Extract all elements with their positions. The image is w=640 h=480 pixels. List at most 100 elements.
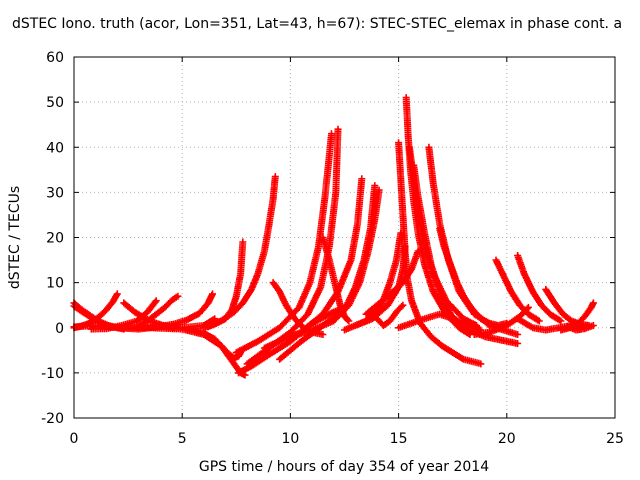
data-point xyxy=(429,263,433,266)
data-point xyxy=(527,306,530,309)
data-point xyxy=(455,281,459,284)
data-point xyxy=(516,342,519,345)
data-point xyxy=(122,301,125,305)
data-point xyxy=(306,313,309,316)
data-point xyxy=(557,326,560,329)
data-point xyxy=(94,324,97,327)
data-point xyxy=(146,319,149,323)
y-tick-label: -10 xyxy=(41,366,64,382)
data-point xyxy=(488,322,491,325)
data-point xyxy=(516,254,519,257)
data-point xyxy=(544,328,547,332)
data-point xyxy=(375,317,379,320)
data-point xyxy=(516,317,519,320)
data-point xyxy=(401,281,405,284)
data-point xyxy=(148,326,151,329)
data-point xyxy=(185,318,188,322)
chart-title: dSTEC Iono. truth (acor, Lon=351, Lat=43… xyxy=(12,16,622,32)
data-point xyxy=(235,351,238,354)
data-point xyxy=(407,137,410,140)
data-point xyxy=(427,146,431,149)
data-point xyxy=(232,362,236,366)
data-point xyxy=(135,319,138,323)
data-point xyxy=(462,322,465,325)
data-point xyxy=(133,310,136,314)
y-tick-label: 40 xyxy=(46,140,64,156)
data-point xyxy=(386,303,389,307)
data-point xyxy=(473,326,476,329)
data-point xyxy=(423,263,426,266)
x-tick-label: 15 xyxy=(390,431,408,447)
x-tick-label: 10 xyxy=(281,431,299,447)
data-point xyxy=(349,258,353,262)
data-point xyxy=(256,340,260,343)
data-point xyxy=(181,327,184,331)
data-point xyxy=(410,322,413,325)
data-point xyxy=(566,325,569,328)
data-point xyxy=(330,132,333,135)
data-point xyxy=(522,272,526,275)
x-tick-label: 20 xyxy=(498,431,516,447)
data-point xyxy=(438,290,441,293)
data-point xyxy=(408,146,411,149)
data-point xyxy=(256,272,260,275)
data-point xyxy=(347,303,351,307)
data-point xyxy=(213,317,216,320)
data-point xyxy=(81,310,84,314)
data-point xyxy=(343,315,346,318)
data-point xyxy=(191,328,195,332)
data-point xyxy=(224,317,227,320)
y-tick-label: 20 xyxy=(46,231,64,247)
data-point xyxy=(263,346,266,350)
data-point xyxy=(321,333,325,336)
data-point xyxy=(451,351,454,354)
data-point xyxy=(146,310,149,314)
data-point xyxy=(321,236,325,239)
data-point xyxy=(462,294,465,298)
data-point xyxy=(462,317,465,320)
series xyxy=(542,285,593,329)
data-point xyxy=(505,340,508,343)
data-point xyxy=(323,195,327,199)
data-point xyxy=(377,188,381,192)
data-point xyxy=(423,317,426,320)
data-point xyxy=(494,258,498,262)
data-point xyxy=(432,290,435,293)
data-point xyxy=(583,327,586,330)
data-point xyxy=(250,364,253,368)
data-point xyxy=(473,333,476,336)
data-point xyxy=(592,324,595,327)
data-point xyxy=(111,300,115,303)
data-point xyxy=(334,191,338,194)
data-point xyxy=(105,308,108,311)
data-point xyxy=(403,249,407,253)
data-point xyxy=(163,306,167,309)
data-point xyxy=(388,281,392,284)
data-point xyxy=(274,175,277,178)
data-point xyxy=(388,319,392,323)
data-point xyxy=(416,231,420,235)
data-point xyxy=(589,306,593,309)
data-point xyxy=(297,306,301,309)
data-point xyxy=(347,319,351,323)
tick-labels: 0 5 10 15 20 25 -20 -10 0 10 20 30 40 50 60 xyxy=(41,50,624,447)
data-point xyxy=(438,227,441,230)
data-point xyxy=(540,303,543,307)
x-tick-label: 25 xyxy=(606,431,624,447)
data-point xyxy=(505,324,508,327)
data-point xyxy=(245,362,249,366)
data-point xyxy=(395,310,398,314)
data-point xyxy=(289,331,292,334)
data-point xyxy=(570,319,573,323)
data-point xyxy=(308,281,312,284)
series-markers xyxy=(542,285,593,329)
data-point xyxy=(300,331,303,334)
series xyxy=(514,252,565,325)
data-point xyxy=(239,272,242,275)
grid xyxy=(74,57,615,418)
data-point xyxy=(235,294,238,298)
data-point xyxy=(410,299,413,302)
data-point xyxy=(317,245,320,248)
series xyxy=(410,161,522,347)
data-point xyxy=(358,281,361,284)
